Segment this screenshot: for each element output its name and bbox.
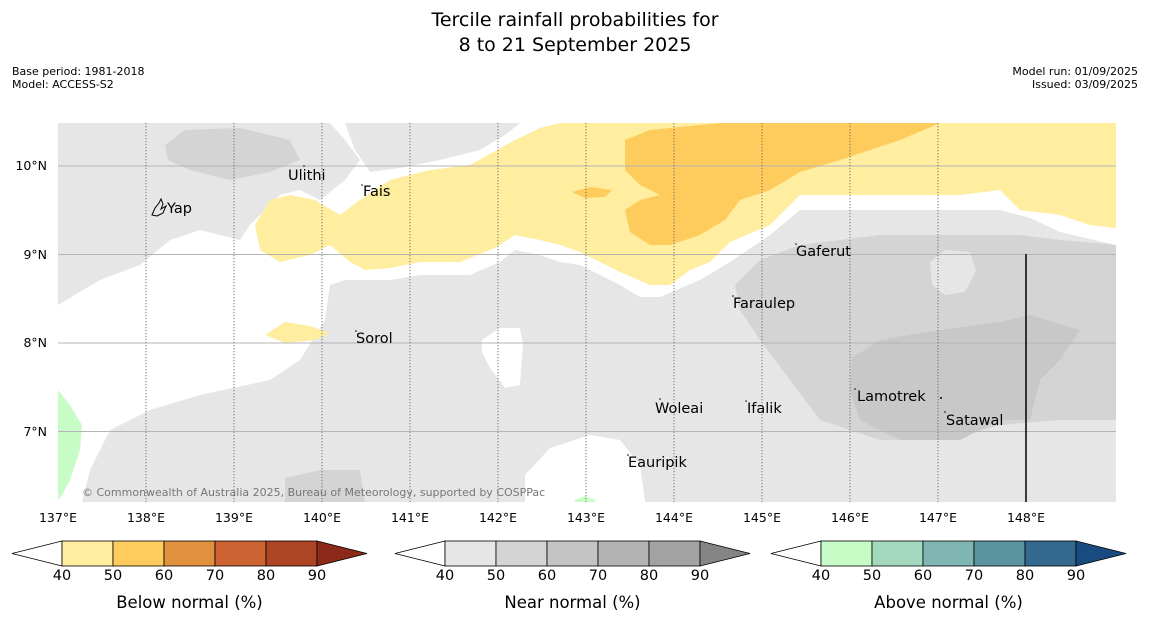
issued-text: Issued: 03/09/2025 <box>1031 78 1138 91</box>
lon-label-145e: 145°E <box>743 510 781 525</box>
below-normal-colorbar-tick: 80 <box>256 568 276 584</box>
white-patch-eauripik <box>525 435 645 502</box>
island-label-yap: Yap <box>166 201 192 217</box>
info-left: Base period: 1981-2018 Model: ACCESS-S2 <box>12 65 144 91</box>
lon-label-146e: 146°E <box>831 510 869 525</box>
lat-label-10n: 10°N <box>15 158 47 173</box>
lon-label-138e: 138°E <box>127 510 165 525</box>
lon-label-143e: 143°E <box>567 510 605 525</box>
near-normal-colorbar-tick: 40 <box>435 568 455 584</box>
near-normal-colorbar-tick: 60 <box>537 568 557 584</box>
above-normal-colorbar-segment <box>1024 540 1077 567</box>
below-normal-colorbar-right-arrow <box>316 540 368 567</box>
chart-title-line1: Tercile rainfall probabilities for <box>431 9 719 31</box>
near-normal-colorbar-tick: 50 <box>486 568 506 584</box>
below-normal-orange-region <box>625 123 940 245</box>
island-dots <box>303 165 946 456</box>
above-normal-colorbar-tick: 50 <box>862 568 882 584</box>
island-label-fais: Fais <box>363 184 390 200</box>
near-normal-colorbar-tick: 80 <box>639 568 659 584</box>
below-normal-colorbar-tick: 70 <box>205 568 225 584</box>
near-normal-darker-south <box>285 470 365 502</box>
island-label-satawal: Satawal <box>946 413 1003 429</box>
light-hole-east <box>930 250 976 295</box>
below-normal-colorbar-tick: 60 <box>154 568 174 584</box>
near-normal-colorbar-segment <box>546 540 599 567</box>
island-label-ulithi: Ulithi <box>288 168 326 184</box>
island-label-eauripik: Eauripik <box>628 455 687 471</box>
longitude-gridlines <box>145 123 939 502</box>
above-normal-green-west <box>58 390 82 500</box>
lat-label-8n: 8°N <box>23 335 47 350</box>
above-normal-colorbar-tick: 70 <box>964 568 984 584</box>
island-label-faraulep: Faraulep <box>733 296 795 312</box>
above-normal-green-south <box>575 496 595 502</box>
info-right: Model run: 01/09/2025 Issued: 03/09/2025 <box>1012 65 1138 91</box>
above-normal-colorbar-tick: 40 <box>811 568 831 584</box>
below-normal-colorbar-tick: 40 <box>52 568 72 584</box>
near-normal-colorbar-tick: 70 <box>588 568 608 584</box>
above-normal-colorbar-tick: 60 <box>913 568 933 584</box>
above-normal-colorbar-segment <box>922 540 975 567</box>
above-normal-colorbar-segment <box>820 540 873 567</box>
below-normal-colorbar-segment <box>61 540 114 567</box>
chart-title-line2: 8 to 21 September 2025 <box>458 34 692 56</box>
above-normal-colorbar-right-arrow <box>1075 540 1127 567</box>
lon-label-148e: 148°E <box>1007 510 1045 525</box>
above-normal-colorbar-tick: 90 <box>1066 568 1086 584</box>
above-normal-colorbar-left-arrow <box>770 540 822 567</box>
near-normal-colorbar-right-arrow <box>699 540 751 567</box>
near-normal-colorbar-label: Near normal (%) <box>504 593 641 612</box>
island-label-sorol: Sorol <box>356 331 393 347</box>
above-normal-colorbar-label: Above normal (%) <box>874 593 1023 612</box>
below-normal-colorbar-segment <box>214 540 267 567</box>
island-label-ifalik: Ifalik <box>747 401 782 417</box>
below-normal-colorbar-segment <box>265 540 318 567</box>
base-period-text: Base period: 1981-2018 <box>12 65 145 78</box>
below-normal-colorbar-tick: 50 <box>103 568 123 584</box>
map-fill-layer <box>58 123 1116 502</box>
near-normal-colorbar-segment <box>597 540 650 567</box>
colorbars <box>11 540 1127 567</box>
below-normal-colorbar-left-arrow <box>11 540 63 567</box>
island-label-lamotrek: Lamotrek <box>857 389 926 405</box>
lon-label-137e: 137°E <box>39 510 77 525</box>
near-normal-colorbar-tick: 90 <box>690 568 710 584</box>
below-normal-colorbar-segment <box>163 540 216 567</box>
lon-label-144e: 144°E <box>655 510 693 525</box>
near-normal-region-north <box>345 123 520 172</box>
lon-label-139e: 139°E <box>215 510 253 525</box>
lat-label-9n: 9°N <box>23 247 47 262</box>
near-normal-region-west <box>58 123 360 305</box>
below-normal-orange-blob <box>572 187 612 198</box>
lon-label-140e: 140°E <box>303 510 341 525</box>
below-normal-colorbar-segment <box>112 540 165 567</box>
model-text: Model: ACCESS-S2 <box>12 78 114 91</box>
lat-label-7n: 7°N <box>23 424 47 439</box>
below-normal-colorbar-tick: 90 <box>307 568 327 584</box>
island-label-woleai: Woleai <box>655 401 703 417</box>
near-normal-colorbar-segment <box>444 540 497 567</box>
near-normal-colorbar-segment <box>495 540 548 567</box>
above-normal-colorbar-segment <box>973 540 1026 567</box>
near-normal-colorbar-segment <box>648 540 701 567</box>
lon-label-141e: 141°E <box>391 510 429 525</box>
below-normal-yellow-patch-sorol <box>265 322 330 343</box>
below-normal-colorbar-label: Below normal (%) <box>116 593 263 612</box>
near-normal-darkest-east <box>850 315 1080 440</box>
near-normal-colorbar-left-arrow <box>394 540 446 567</box>
copyright-text: © Commonwealth of Australia 2025, Bureau… <box>82 486 545 499</box>
yap-island-outline <box>151 197 168 217</box>
above-normal-colorbar-tick: 80 <box>1015 568 1035 584</box>
lon-label-147e: 147°E <box>919 510 957 525</box>
above-normal-colorbar-segment <box>871 540 924 567</box>
island-label-gaferut: Gaferut <box>796 244 851 260</box>
lon-label-142e: 142°E <box>479 510 517 525</box>
near-normal-darker-yap <box>165 128 300 180</box>
model-run-text: Model run: 01/09/2025 <box>1012 65 1138 78</box>
